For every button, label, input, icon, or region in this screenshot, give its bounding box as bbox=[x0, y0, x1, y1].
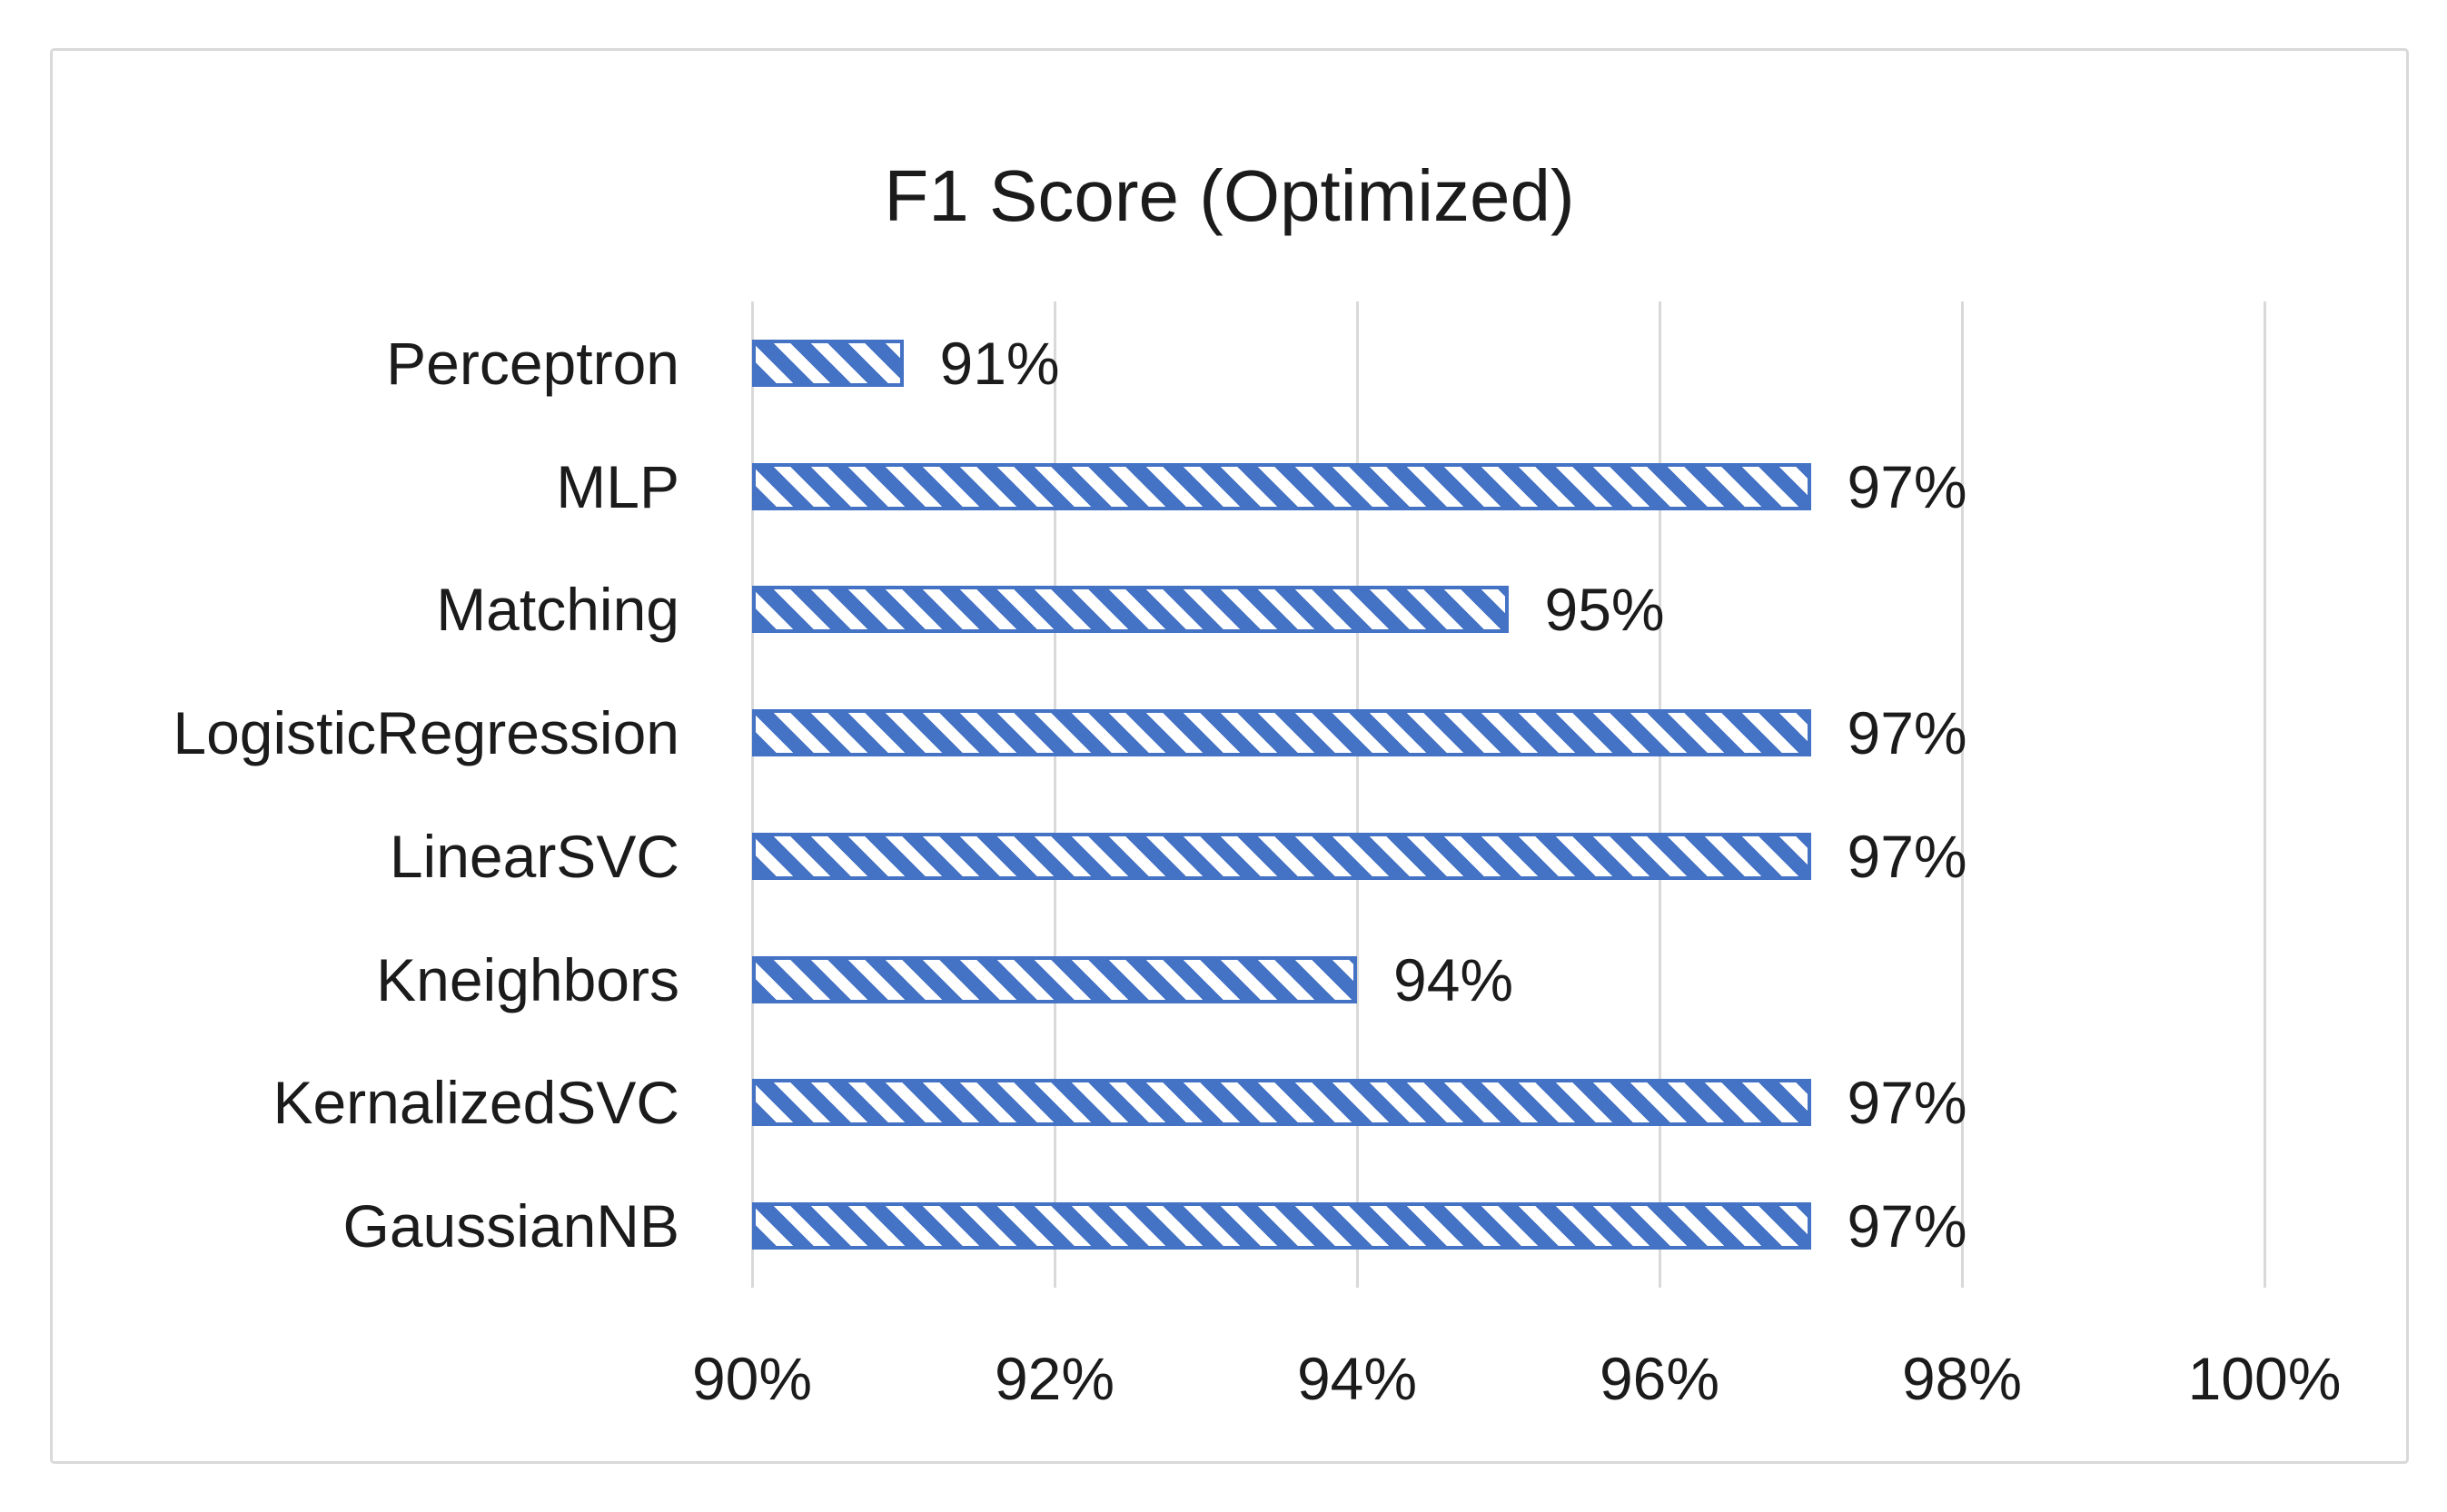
bar-gaussiannb bbox=[752, 1202, 1811, 1250]
value-label-matching: 95% bbox=[1544, 576, 1665, 644]
x-tick-label-100: 100% bbox=[2187, 1345, 2342, 1412]
plot-area bbox=[750, 301, 2266, 1288]
bar-perceptron bbox=[752, 339, 904, 387]
x-tick-label-92: 92% bbox=[994, 1345, 1115, 1412]
value-label-gaussiannb: 97% bbox=[1847, 1192, 1967, 1260]
bar-kneighbors bbox=[752, 955, 1357, 1003]
value-label-kneighbors: 94% bbox=[1393, 945, 1514, 1013]
value-label-linearsvc: 97% bbox=[1847, 822, 1967, 890]
bar-logisticregression bbox=[752, 709, 1811, 757]
gridline bbox=[2263, 301, 2266, 1288]
value-label-kernalizedsvc: 97% bbox=[1847, 1069, 1967, 1137]
category-label-kneighbors: Kneighbors bbox=[376, 945, 679, 1013]
x-tick-label-94: 94% bbox=[1296, 1345, 1418, 1412]
gridline bbox=[1960, 301, 1964, 1288]
x-tick-label-96: 96% bbox=[1599, 1345, 1720, 1412]
bar-mlp bbox=[752, 462, 1811, 510]
gridline bbox=[1658, 301, 1661, 1288]
gridline bbox=[1355, 301, 1359, 1288]
chart-frame: F1 Score (Optimized) Perceptron 91% MLP 97%… bbox=[50, 48, 2409, 1464]
category-label-gaussiannb: GaussianNB bbox=[342, 1192, 679, 1260]
category-label-perceptron: Perceptron bbox=[386, 329, 679, 397]
value-label-mlp: 97% bbox=[1847, 452, 1967, 520]
chart-title: F1 Score (Optimized) bbox=[884, 155, 1575, 236]
category-label-kernalizedsvc: KernalizedSVC bbox=[272, 1069, 679, 1137]
category-label-matching: Matching bbox=[436, 576, 679, 644]
category-label-logisticregression: LogisticRegression bbox=[173, 699, 679, 767]
bar-matching bbox=[752, 586, 1509, 634]
category-label-linearsvc: LinearSVC bbox=[389, 822, 679, 890]
x-tick-label-90: 90% bbox=[691, 1345, 813, 1412]
category-label-mlp: MLP bbox=[556, 452, 679, 520]
x-tick-label-98: 98% bbox=[1901, 1345, 2023, 1412]
value-label-logisticregression: 97% bbox=[1847, 699, 1967, 767]
value-label-perceptron: 91% bbox=[939, 329, 1060, 397]
bar-linearsvc bbox=[752, 832, 1811, 880]
gridline bbox=[1053, 301, 1056, 1288]
bar-kernalizedsvc bbox=[752, 1079, 1811, 1127]
gridline bbox=[750, 301, 754, 1288]
